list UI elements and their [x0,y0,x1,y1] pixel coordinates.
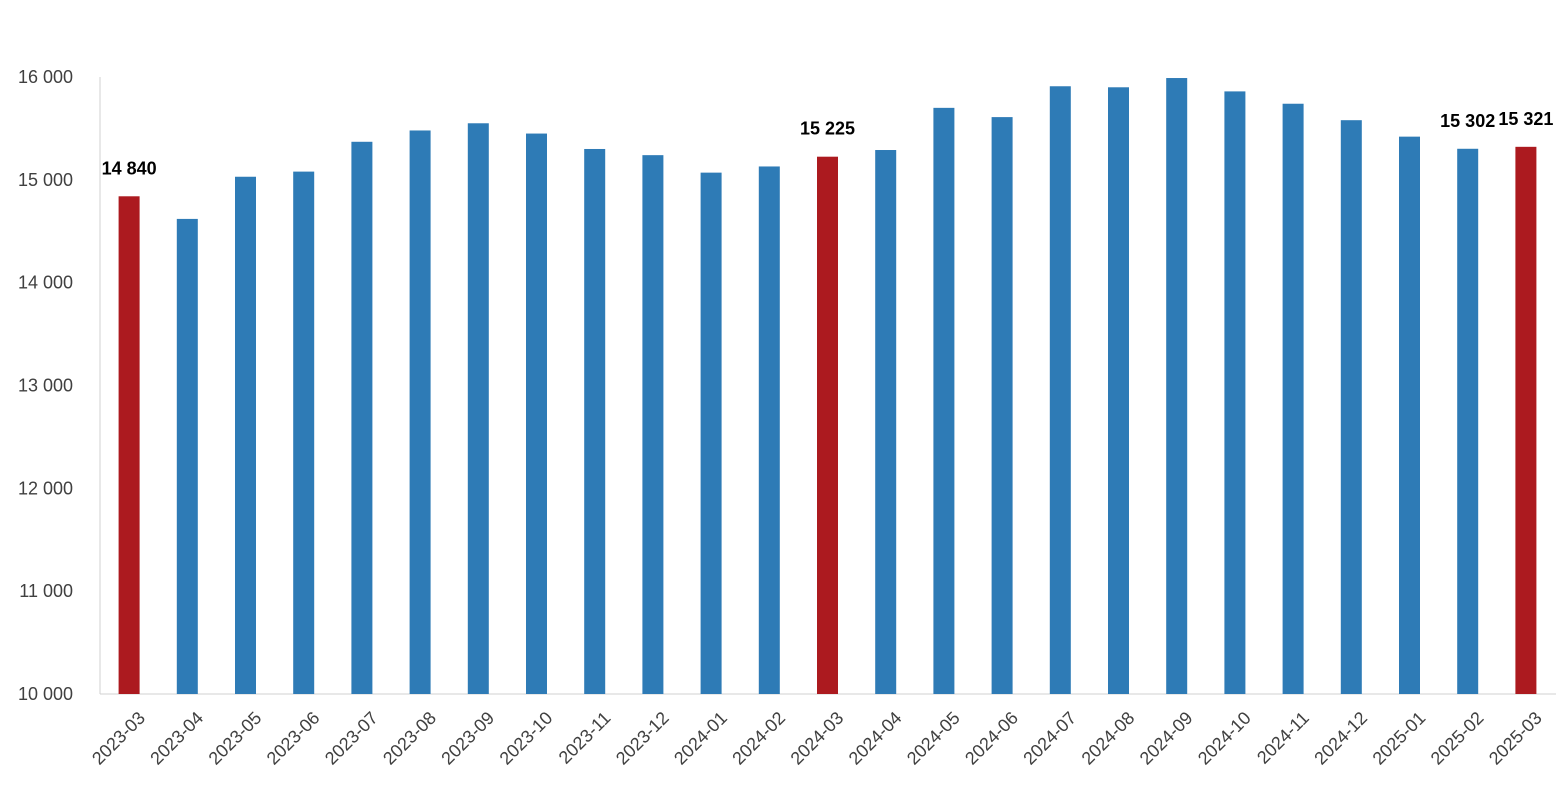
bars [118,78,1537,695]
bar-2025-01 [1399,136,1420,695]
x-tick-label: 2024-06 [961,708,1022,769]
bar-2024-09 [1166,78,1188,695]
x-tick-label: 2023-06 [263,708,324,769]
x-tick-label: 2023-03 [88,708,149,769]
bar-2024-12 [1340,120,1362,694]
y-axis: 10 000 11 000 12 000 13 000 14 000 15 000 16 0… [18,67,101,704]
x-tick-label: 2023-08 [379,708,440,769]
bar-2024-06 [991,117,1013,695]
x-tick-label: 2024-12 [1310,708,1371,769]
x-axis: 2023-032023-042023-052023-062023-072023-… [88,693,1556,769]
bar-2023-04 [176,218,198,694]
x-tick-label: 2024-03 [787,708,848,769]
x-tick-label: 2024-01 [670,708,731,769]
x-tick-label: 2023-05 [205,708,266,769]
bar-2023-09 [467,123,489,694]
x-tick-label: 2023-07 [321,708,382,769]
x-tick-label: 2024-04 [845,708,906,769]
bar-2023-07 [351,141,373,694]
bar-2024-05 [933,107,955,695]
x-tick-label: 2024-09 [1136,708,1197,769]
x-tick-label: 2023-09 [437,708,498,769]
x-tick-label: 2023-11 [555,708,615,768]
x-tick-label: 2025-02 [1427,708,1488,769]
x-tick-label: 2024-05 [903,708,964,769]
bar-2023-11 [584,148,606,694]
y-tick-label: 11 000 [19,581,73,601]
bar-2025-02 [1457,148,1479,695]
bar-2023-12 [642,155,664,695]
bar-2024-08 [1108,87,1129,695]
x-tick-label: 2025-03 [1485,708,1546,769]
bar-2024-02 [758,166,780,695]
y-tick-label: 15 000 [18,170,73,190]
bar-2024-03 [817,156,838,695]
bar-2023-06 [293,171,315,694]
y-tick-label: 14 000 [18,273,73,293]
x-tick-label: 2023-12 [612,708,673,769]
y-tick-label: 12 000 [18,478,73,498]
bar-2023-10 [526,133,547,694]
x-tick-label: 2024-07 [1019,708,1080,769]
x-tick-label: 2023-10 [496,708,557,769]
x-tick-label: 2024-10 [1194,708,1255,769]
data-label: 15 302 [1440,111,1495,131]
data-label: 15 321 [1498,109,1553,129]
x-tick-label: 2024-08 [1078,708,1139,769]
x-tick-label: 2023-04 [146,708,207,769]
x-tick-label: 2024-02 [728,708,789,769]
bar-2023-03 [118,196,140,694]
bar-2024-04 [875,150,897,695]
data-label: 14 840 [102,158,157,178]
bar-2024-01 [700,172,722,694]
bar-2024-10 [1224,91,1246,694]
bar-2023-05 [235,176,256,694]
data-labels: 14 840 15 225 15 302 15 321 [102,109,1554,178]
bar-2023-08 [409,130,431,694]
y-tick-label: 13 000 [18,376,73,396]
bar-2024-07 [1049,86,1071,694]
y-tick-label: 16 000 [18,67,73,87]
x-tick-label: 2025-01 [1369,708,1430,769]
x-tick-label: 2024-11 [1253,708,1313,768]
bar-2024-11 [1282,103,1304,694]
bar-2025-03 [1515,146,1537,694]
y-tick-label: 10 000 [18,684,73,704]
data-label: 15 225 [800,119,855,139]
